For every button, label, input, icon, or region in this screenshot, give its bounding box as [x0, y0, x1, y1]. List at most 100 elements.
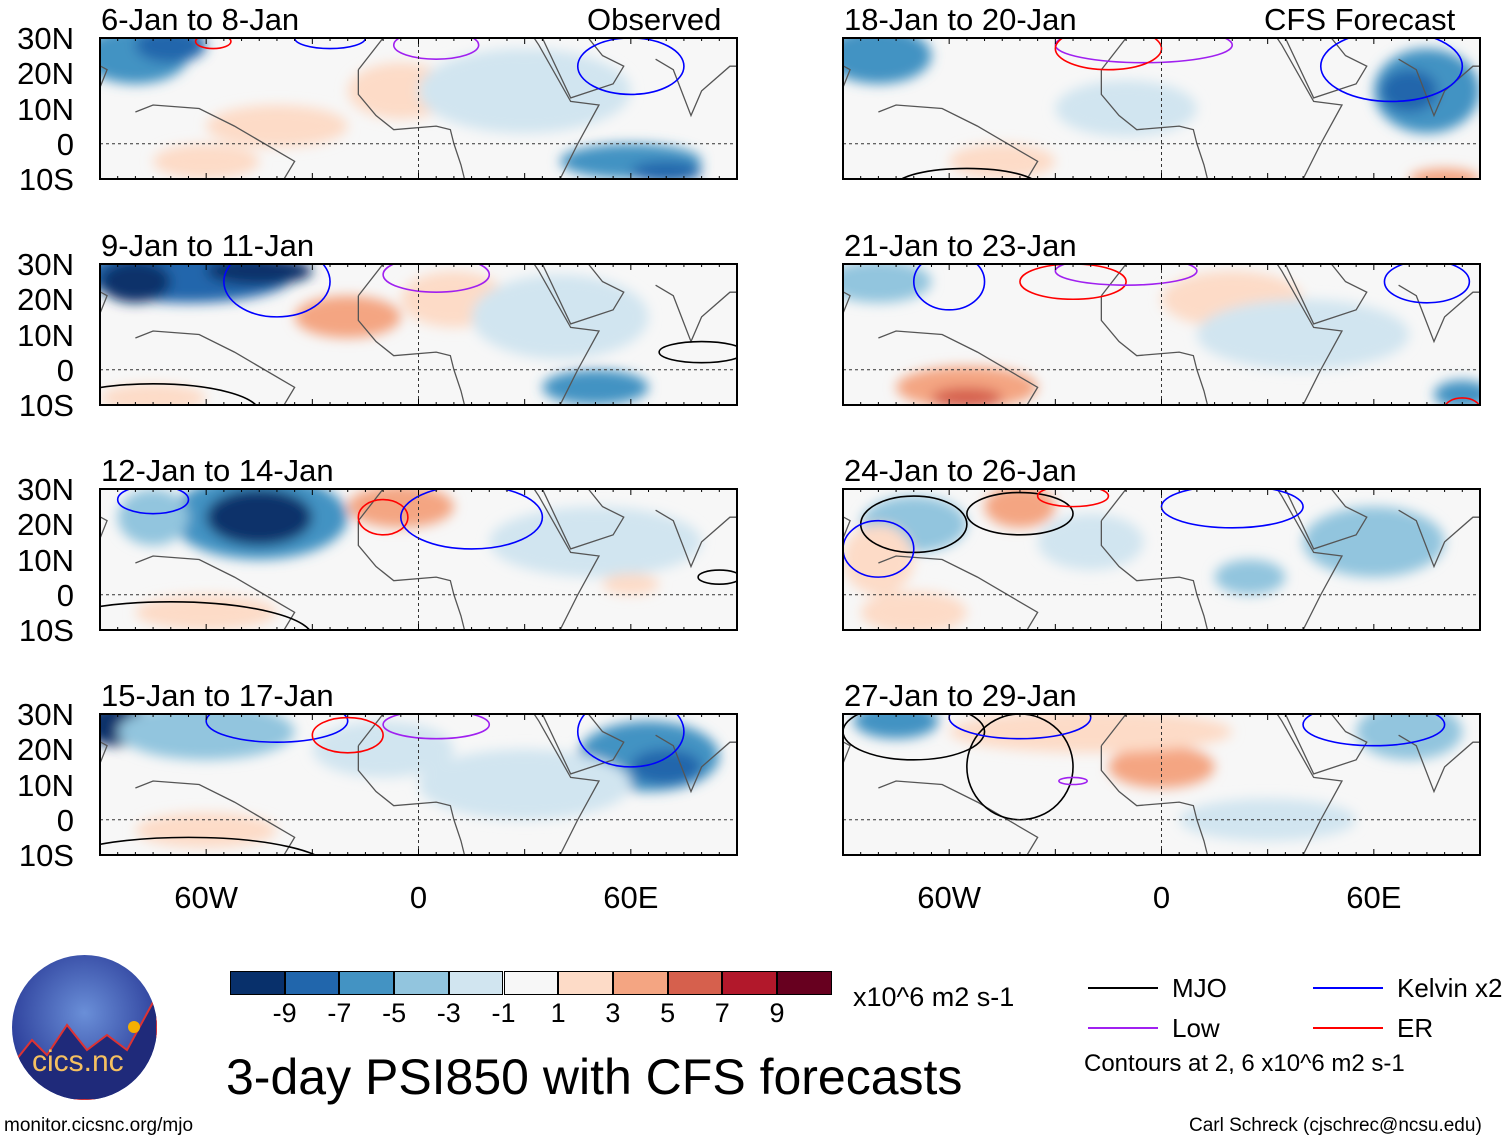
panel-title: 15-Jan to 17-Jan	[101, 678, 334, 713]
panel-title: 6-Jan to 8-Jan	[101, 2, 300, 37]
contour-line	[392, 38, 480, 60]
anomaly-shading	[630, 749, 702, 785]
contour-line	[1058, 776, 1088, 786]
y-tick-label: 20N	[17, 732, 74, 768]
anomaly-shading	[1303, 506, 1445, 578]
y-tick-label: 10N	[17, 767, 74, 803]
panel-title: 9-Jan to 11-Jan	[101, 228, 315, 263]
contour-line	[100, 601, 311, 630]
coastlines	[100, 264, 737, 405]
colorbar-tick-label: 7	[714, 998, 730, 1028]
colorbar-swatch	[448, 971, 504, 995]
forecast-label: CFS Forecast	[1264, 2, 1456, 37]
contour-line	[382, 264, 491, 293]
anomaly-shading	[860, 591, 967, 630]
map-panel	[842, 263, 1481, 406]
colorbar-tick-label: 9	[769, 998, 785, 1028]
anomaly-shading	[206, 264, 313, 286]
contour-line	[843, 519, 915, 578]
y-tick-label: 10S	[18, 838, 74, 874]
anomaly-shading	[1380, 69, 1438, 113]
colorbar-tick-label: 3	[605, 998, 621, 1028]
colorbar-tick-label: -9	[272, 998, 297, 1028]
contour-line	[697, 569, 737, 585]
x-tick-label: 60W	[174, 880, 239, 915]
footer-credit: Carl Schreck (cjschrec@ncsu.edu)	[1189, 1115, 1482, 1136]
legend-label: ER	[1397, 1013, 1434, 1043]
figure-title: 3-day PSI850 with CFS forecasts	[226, 1049, 963, 1105]
y-tick-label: 0	[56, 577, 74, 613]
contour-line	[966, 491, 1074, 536]
map-panel	[99, 37, 738, 180]
anomaly-shading	[294, 295, 401, 339]
y-tick-label: 20N	[17, 282, 74, 318]
contour-line	[357, 498, 409, 536]
anomaly-shading	[843, 524, 914, 595]
colorbar-swatch	[612, 971, 668, 995]
contour-line	[400, 489, 544, 550]
anomaly-shading	[1037, 513, 1144, 571]
y-tick-label: 0	[56, 802, 74, 838]
y-tick-label: 0	[56, 352, 74, 388]
anomaly-shading	[489, 506, 702, 578]
colorbar-swatch	[558, 971, 613, 995]
contour-line	[223, 264, 331, 318]
anomaly-shading	[135, 38, 207, 63]
anomaly-shading	[1179, 798, 1357, 841]
contour-line	[1019, 264, 1127, 301]
anomaly-shading	[630, 161, 702, 179]
anomaly-shading	[471, 274, 649, 360]
contour-line	[205, 714, 349, 743]
anomaly-shading	[602, 573, 660, 595]
map-panel	[99, 713, 738, 856]
coastlines	[843, 264, 1480, 405]
coastlines	[100, 714, 737, 855]
cics-logo: cics.nc	[12, 955, 157, 1100]
colorbar-swatch	[722, 971, 777, 995]
anomaly-shading	[1108, 745, 1215, 789]
legend-label: Kelvin x2	[1397, 973, 1503, 1003]
coastlines	[843, 38, 1480, 179]
contour-line	[1444, 397, 1480, 405]
panel-title: 27-Jan to 29-Jan	[844, 678, 1077, 713]
contour-line	[311, 716, 384, 754]
y-tick-label: 10N	[17, 542, 74, 578]
anomaly-shading	[542, 369, 649, 405]
legend-label: MJO	[1172, 973, 1227, 1003]
x-tick-label: 60E	[1346, 880, 1402, 915]
contour-line	[194, 38, 232, 50]
contour-line	[1054, 264, 1198, 286]
anomaly-shading	[347, 489, 454, 528]
y-tick-label: 30N	[17, 247, 74, 282]
colorbar-tick-label: -3	[436, 998, 461, 1028]
contour-line	[100, 836, 318, 855]
y-tick-label: 10S	[18, 388, 74, 424]
y-tick-label: 30N	[17, 21, 74, 56]
logo-text: cics.nc	[32, 1045, 124, 1078]
colorbar-swatch	[503, 971, 559, 995]
contour-line	[382, 714, 491, 740]
panel-title: 18-Jan to 20-Jan	[844, 2, 1077, 37]
colorbar-swatch	[339, 971, 395, 995]
map-panel	[842, 488, 1481, 631]
legend-line-swatch	[1313, 987, 1383, 989]
map-panel	[842, 37, 1481, 180]
colorbar-swatch	[777, 971, 832, 995]
contour-line	[576, 38, 685, 96]
coastlines	[100, 489, 737, 630]
contour-line	[843, 714, 986, 761]
legend-line-swatch	[1088, 1027, 1158, 1029]
anomaly-shading	[853, 714, 939, 739]
anomaly-shading	[206, 104, 348, 148]
y-tick-label: 10N	[17, 91, 74, 127]
x-tick-label: 60E	[603, 880, 659, 915]
y-tick-label: 10S	[18, 162, 74, 198]
anomaly-shading	[949, 143, 1056, 179]
footer-url[interactable]: monitor.cicsnc.org/mjo	[4, 1115, 194, 1136]
map-panel	[99, 263, 738, 406]
contour-line	[1302, 714, 1446, 747]
colorbar-swatch	[667, 971, 723, 995]
y-tick-label: 20N	[17, 507, 74, 543]
